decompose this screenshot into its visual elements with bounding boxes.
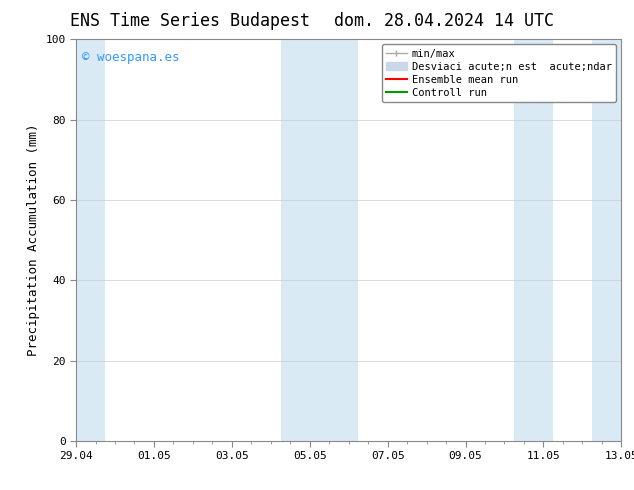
Text: dom. 28.04.2024 14 UTC: dom. 28.04.2024 14 UTC <box>333 12 554 30</box>
Bar <box>592 39 634 441</box>
Bar <box>280 39 358 441</box>
Y-axis label: Precipitation Accumulation (mm): Precipitation Accumulation (mm) <box>27 124 40 356</box>
Bar <box>514 39 553 441</box>
Text: ENS Time Series Budapest: ENS Time Series Budapest <box>70 12 310 30</box>
Text: © woespana.es: © woespana.es <box>82 51 179 64</box>
Bar <box>76 39 105 441</box>
Legend: min/max, Desviaci acute;n est  acute;ndar, Ensemble mean run, Controll run: min/max, Desviaci acute;n est acute;ndar… <box>382 45 616 102</box>
